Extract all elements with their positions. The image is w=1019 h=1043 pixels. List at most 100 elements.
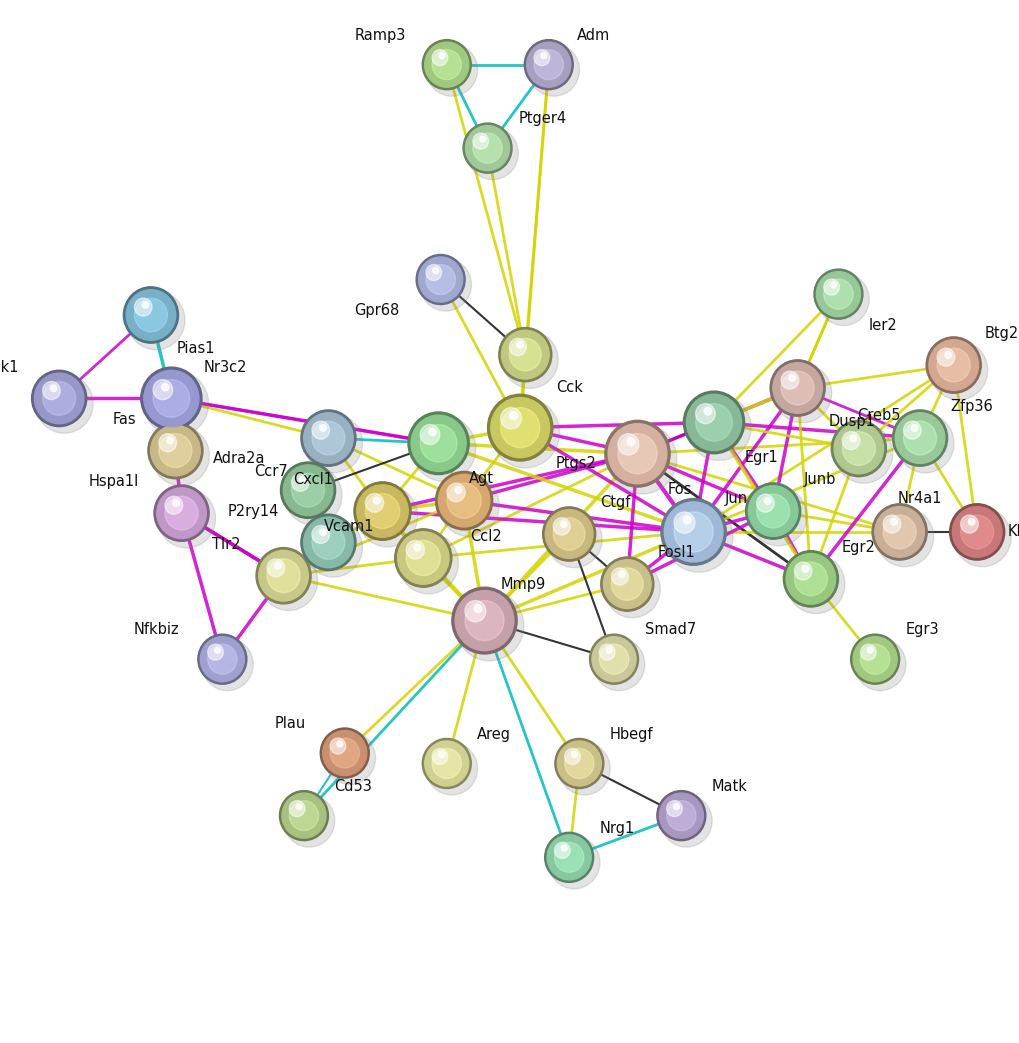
Text: Ier2: Ier2 — [868, 318, 897, 333]
Text: Cck: Cck — [555, 381, 582, 395]
Circle shape — [794, 562, 826, 596]
Circle shape — [365, 493, 383, 512]
Circle shape — [422, 40, 471, 90]
Circle shape — [534, 50, 549, 66]
Circle shape — [534, 50, 562, 79]
Circle shape — [32, 370, 87, 427]
Circle shape — [161, 384, 169, 391]
Text: Btg2: Btg2 — [983, 326, 1018, 341]
Circle shape — [607, 423, 666, 484]
Circle shape — [875, 508, 932, 566]
Text: Plau: Plau — [274, 717, 306, 731]
Circle shape — [260, 552, 317, 610]
Circle shape — [815, 271, 860, 317]
Circle shape — [291, 474, 324, 507]
Circle shape — [153, 380, 172, 399]
Circle shape — [490, 397, 559, 468]
Circle shape — [903, 421, 935, 455]
Circle shape — [50, 385, 57, 392]
Circle shape — [866, 647, 872, 653]
Circle shape — [910, 425, 917, 432]
Circle shape — [165, 496, 198, 530]
Circle shape — [890, 518, 897, 526]
Circle shape — [35, 373, 84, 423]
Circle shape — [604, 420, 669, 487]
Circle shape — [299, 477, 306, 484]
Circle shape — [817, 273, 868, 325]
Circle shape — [686, 394, 741, 451]
Circle shape — [674, 512, 712, 552]
Circle shape — [498, 328, 551, 382]
Circle shape — [558, 743, 609, 795]
Circle shape — [467, 127, 518, 179]
Circle shape — [304, 413, 353, 463]
Circle shape — [801, 565, 808, 573]
Circle shape — [465, 125, 510, 171]
Circle shape — [842, 432, 874, 465]
Text: Egr2: Egr2 — [841, 540, 874, 555]
Text: Gpr68: Gpr68 — [355, 304, 399, 318]
Circle shape — [949, 504, 1004, 560]
Circle shape — [336, 741, 342, 747]
Circle shape — [787, 555, 844, 613]
Circle shape — [749, 487, 806, 545]
Circle shape — [474, 605, 481, 612]
Text: Adm: Adm — [577, 28, 610, 43]
Circle shape — [683, 391, 744, 454]
Circle shape — [414, 544, 421, 551]
Circle shape — [289, 801, 305, 817]
Circle shape — [619, 572, 625, 578]
Circle shape — [432, 50, 447, 66]
Circle shape — [605, 647, 611, 653]
Text: Adra2a: Adra2a — [213, 452, 265, 466]
Circle shape — [593, 638, 644, 690]
Circle shape — [490, 397, 549, 458]
Circle shape — [960, 515, 993, 549]
Circle shape — [438, 751, 444, 757]
Circle shape — [510, 412, 517, 419]
Circle shape — [895, 413, 944, 463]
Circle shape — [145, 370, 209, 436]
Circle shape — [610, 567, 628, 585]
Circle shape — [208, 645, 236, 674]
Text: Nr4a1: Nr4a1 — [897, 491, 942, 506]
Circle shape — [627, 438, 634, 445]
Circle shape — [280, 462, 335, 518]
Circle shape — [500, 408, 521, 429]
Circle shape — [852, 636, 897, 682]
Circle shape — [259, 551, 308, 601]
Circle shape — [745, 483, 800, 539]
Circle shape — [432, 50, 461, 79]
Circle shape — [358, 486, 417, 547]
Circle shape — [202, 638, 253, 690]
Circle shape — [158, 489, 215, 548]
Circle shape — [151, 426, 200, 476]
Circle shape — [281, 793, 326, 839]
Circle shape — [144, 370, 199, 427]
Circle shape — [406, 540, 424, 559]
Circle shape — [829, 282, 836, 288]
Circle shape — [565, 749, 580, 765]
Circle shape — [517, 342, 523, 348]
Text: Jun: Jun — [723, 491, 747, 506]
Circle shape — [501, 331, 548, 379]
Circle shape — [607, 423, 677, 494]
Circle shape — [835, 425, 892, 483]
Circle shape — [426, 743, 477, 795]
Circle shape — [508, 338, 541, 371]
Circle shape — [432, 749, 447, 765]
Circle shape — [554, 843, 570, 858]
Circle shape — [591, 636, 636, 682]
Circle shape — [172, 500, 179, 507]
Circle shape — [312, 421, 329, 439]
Text: Agt: Agt — [469, 471, 494, 486]
Circle shape — [283, 795, 334, 847]
Circle shape — [756, 494, 789, 528]
Circle shape — [479, 136, 485, 142]
Circle shape — [304, 517, 353, 567]
Text: Hspa1l: Hspa1l — [89, 475, 139, 489]
Circle shape — [487, 394, 552, 461]
Circle shape — [756, 494, 773, 512]
Circle shape — [267, 559, 300, 592]
Circle shape — [600, 557, 653, 611]
